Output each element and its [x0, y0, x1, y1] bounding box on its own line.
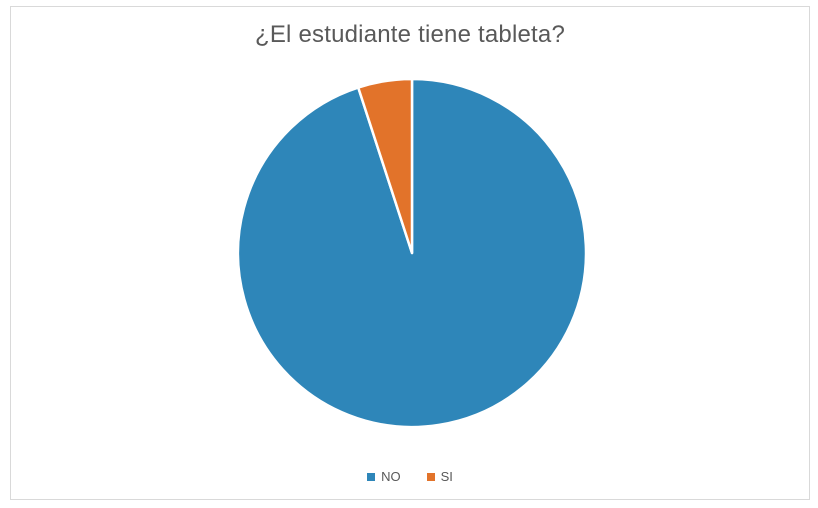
pie-chart — [236, 77, 588, 429]
legend-item-no: NO — [367, 469, 401, 484]
legend-swatch-no — [367, 472, 376, 481]
legend: NO SI — [11, 469, 809, 484]
pie-slice-si — [356, 77, 414, 255]
legend-label-no: NO — [381, 469, 401, 484]
legend-swatch-si — [426, 472, 435, 481]
chart-title: ¿El estudiante tiene tableta? — [254, 21, 565, 48]
chart-area: ¿El estudiante tiene tableta? NO SI — [10, 6, 810, 500]
legend-item-si: SI — [426, 469, 453, 484]
legend-label-si: SI — [440, 469, 453, 484]
